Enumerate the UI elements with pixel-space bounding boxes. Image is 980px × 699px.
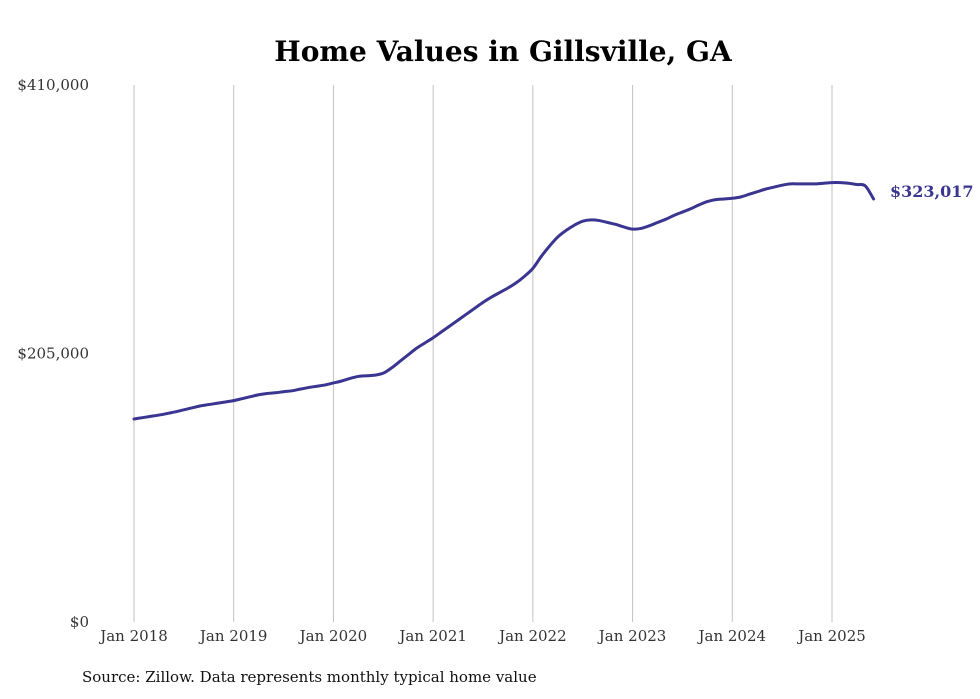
x-tick-label: Jan 2025 [796,627,866,645]
x-tick-label: Jan 2023 [597,627,667,645]
series-line [132,180,876,421]
grid-lines [133,85,833,622]
x-tick-label: Jan 2022 [497,627,567,645]
y-axis: $0 $205,000 $410,000 [17,76,89,631]
end-value-label: $323,017 [890,182,974,201]
y-tick-label: $205,000 [17,345,89,363]
x-tick-label: Jan 2024 [697,627,767,645]
x-tick-label: Jan 2019 [198,627,268,645]
source-note: Source: Zillow. Data represents monthly … [82,668,537,686]
x-tick-label: Jan 2021 [397,627,467,645]
y-tick-label: $0 [70,613,89,631]
chart-title: Home Values in Gillsville, GA [274,35,733,68]
x-tick-label: Jan 2018 [98,627,168,645]
x-tick-label: Jan 2020 [298,627,368,645]
x-axis: Jan 2018 Jan 2019 Jan 2020 Jan 2021 Jan 2022… [98,627,866,645]
y-tick-label: $410,000 [17,76,89,94]
